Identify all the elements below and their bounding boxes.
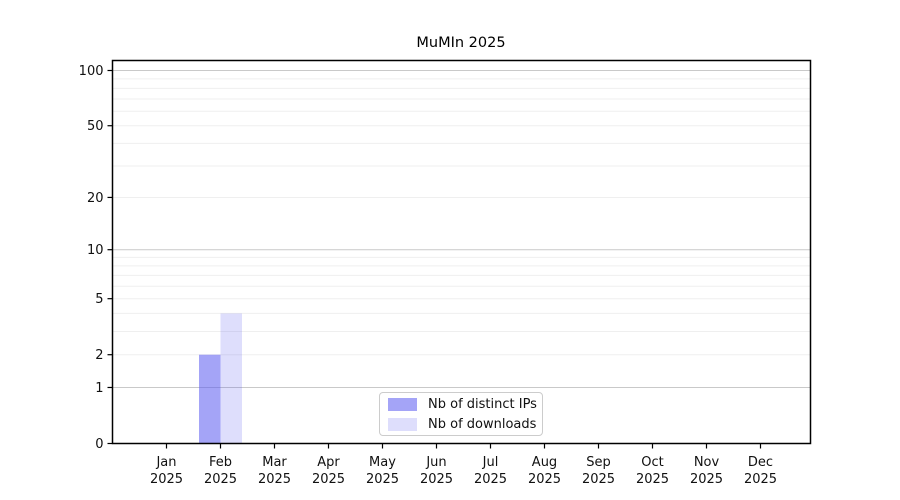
x-tick-label-month: May (369, 455, 396, 470)
legend-entry-downloads: Nb of downloads (388, 416, 537, 432)
y-tick-label: 50 (87, 119, 104, 134)
x-tick-label-month: Apr (317, 455, 340, 470)
y-tick-label: 20 (87, 191, 104, 206)
y-tick-label: 2 (95, 348, 103, 363)
x-tick-label-year: 2025 (690, 472, 723, 487)
legend: Nb of distinct IPs Nb of downloads (379, 392, 543, 436)
y-tick-label: 100 (79, 64, 104, 79)
x-tick-label-month: Dec (748, 455, 773, 470)
chart-title: MuMIn 2025 (416, 35, 506, 51)
y-tick-label: 1 (95, 381, 103, 396)
x-tick-label-month: Aug (532, 455, 557, 470)
x-tick-label-month: Jun (425, 455, 446, 470)
x-tick-label-month: Feb (209, 455, 232, 470)
x-tick-label-month: Mar (262, 455, 287, 470)
y-tick-label: 10 (87, 243, 104, 258)
bar-downloads-feb (220, 313, 242, 444)
y-tick-label: 0 (95, 437, 103, 452)
legend-swatch-downloads (388, 417, 417, 431)
legend-label-distinct-ips: Nb of distinct IPs (428, 396, 537, 412)
x-tick-label-year: 2025 (744, 472, 777, 487)
x-tick-label-month: Oct (641, 455, 663, 470)
x-tick-label-year: 2025 (420, 472, 453, 487)
x-tick-label-year: 2025 (474, 472, 507, 487)
x-tick-label-year: 2025 (258, 472, 291, 487)
legend-label-downloads: Nb of downloads (428, 416, 537, 432)
x-tick-label-year: 2025 (204, 472, 237, 487)
plot-border (111, 59, 812, 445)
x-tick-label-month: Sep (586, 455, 611, 470)
legend-entry-distinct-ips: Nb of distinct IPs (388, 396, 537, 412)
x-tick-label-month: Jan (155, 455, 176, 470)
bar-distinct-ips-feb (199, 354, 221, 444)
x-tick-label-month: Nov (694, 455, 720, 470)
x-tick-label-year: 2025 (312, 472, 345, 487)
x-tick-label-year: 2025 (582, 472, 615, 487)
x-tick-label-year: 2025 (528, 472, 561, 487)
x-tick-label-month: Jul (482, 455, 499, 470)
x-tick-label-year: 2025 (366, 472, 399, 487)
legend-swatch-distinct-ips (388, 397, 417, 411)
x-tick-label-year: 2025 (636, 472, 669, 487)
y-tick-label: 5 (95, 292, 103, 307)
x-tick-label-year: 2025 (150, 472, 183, 487)
